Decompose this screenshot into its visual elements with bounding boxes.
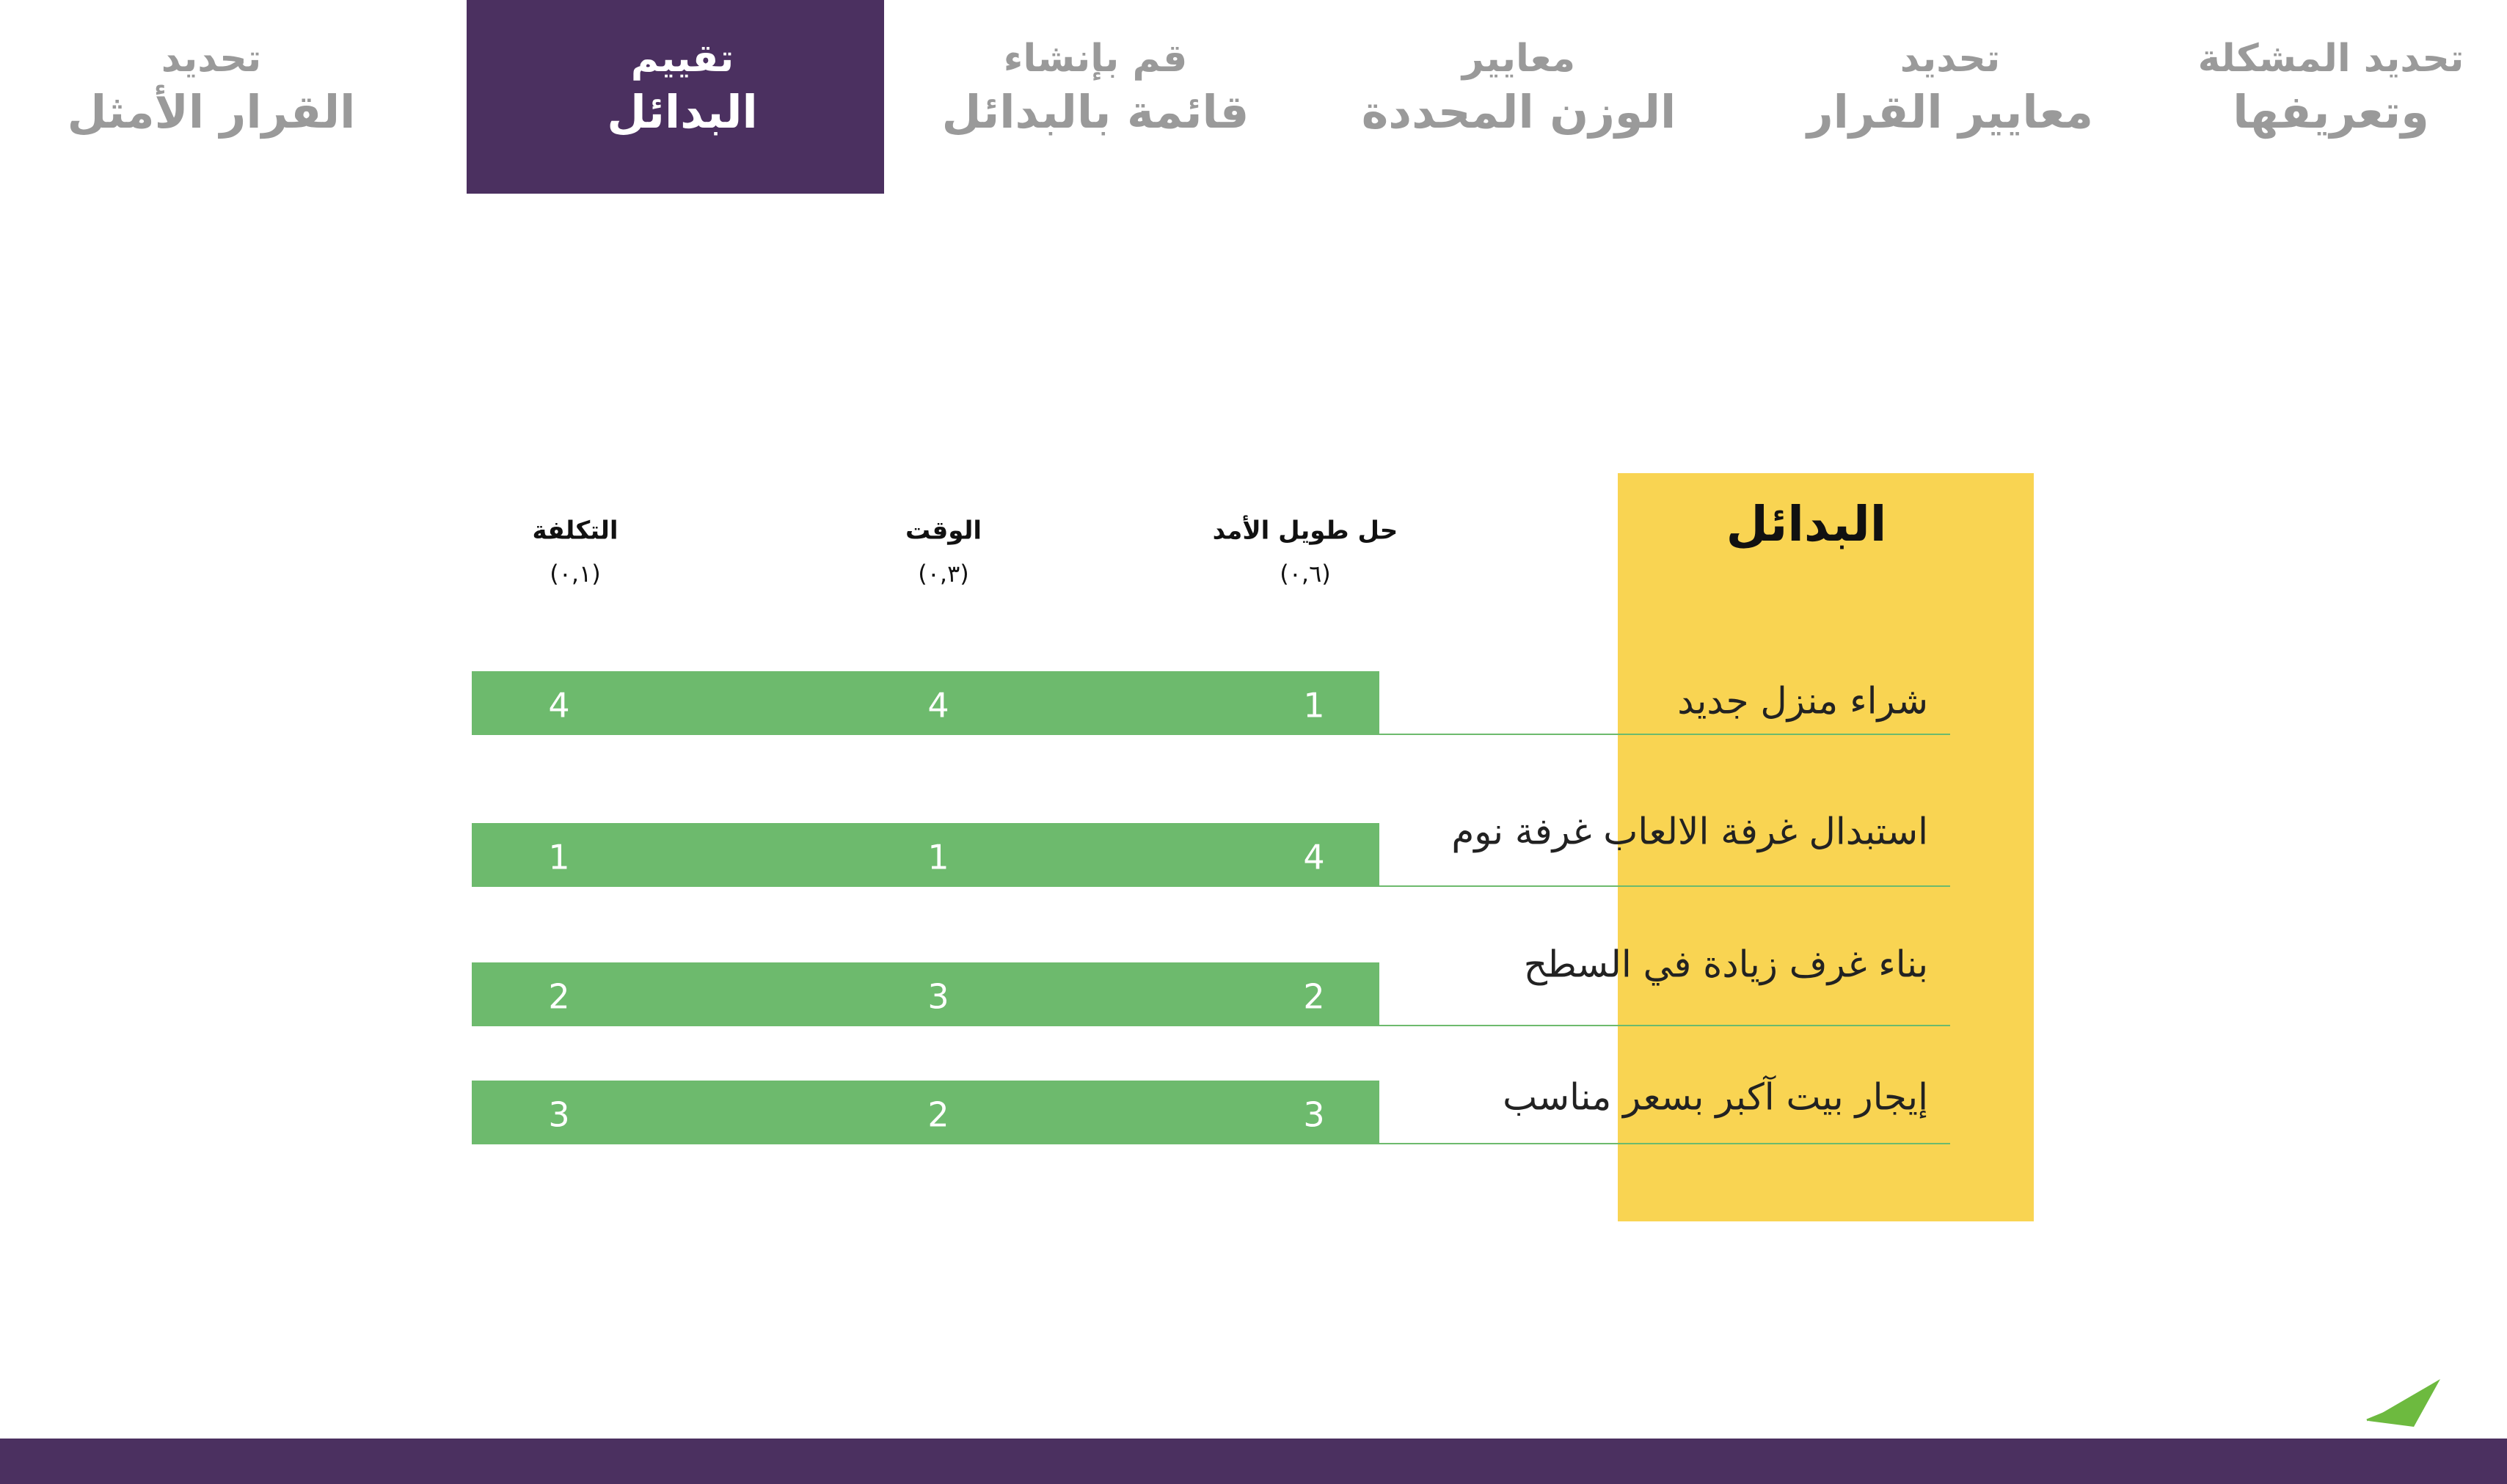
score: 3	[548, 1095, 569, 1135]
score: 4	[548, 686, 569, 725]
score: 2	[927, 1095, 949, 1135]
alternatives-column	[1618, 473, 2034, 1221]
nav-step-label: معايير القرار	[1805, 85, 2093, 139]
column-weight: (٠,١)	[550, 560, 601, 588]
logo-icon	[2368, 1379, 2440, 1427]
nav-step-label: القرار الأمثل	[67, 84, 356, 139]
score: 3	[1303, 1095, 1324, 1135]
footer-bar	[0, 1439, 2507, 1484]
nav-step-label: تقييم	[631, 37, 734, 81]
active-tab	[467, 0, 884, 194]
column-weight: (٠,٦)	[1280, 560, 1331, 588]
nav-step-label: معايير	[1460, 37, 1575, 81]
nav-step-label: قائمة بالبدائل	[942, 85, 1249, 139]
column-weight: (٠,٣)	[918, 560, 969, 588]
score: 1	[548, 838, 569, 877]
nav-step-label: تحديد	[1900, 37, 2001, 81]
score: 4	[1303, 838, 1324, 877]
column-name: حل طويل الأمد	[1213, 515, 1398, 546]
alternative-name: بناء غرف زيادة في السطح	[1524, 943, 1928, 987]
score-bar	[472, 1081, 1379, 1144]
nav-step-label: قم بإنشاء	[1004, 37, 1188, 81]
score: 1	[1303, 686, 1324, 725]
nav-step-label: الوزن المحددة	[1362, 85, 1676, 139]
score: 4	[927, 686, 949, 725]
table-title: البدائل	[1726, 496, 1887, 552]
column-name: التكلفة	[532, 516, 618, 546]
score-bar	[472, 671, 1379, 735]
nav-step-label: البدائل	[607, 85, 758, 139]
score: 2	[1303, 977, 1324, 1017]
score: 2	[548, 977, 569, 1017]
score: 1	[927, 838, 949, 877]
alternative-name: استبدال غرفة الالعاب غرفة نوم	[1451, 811, 1928, 853]
column-name: الوقت	[905, 516, 982, 546]
nav-step-label: وتعريفها	[2233, 85, 2429, 139]
alternative-name: شراء منزل جديد	[1677, 680, 1928, 723]
score-bar	[472, 962, 1379, 1026]
score-bar	[472, 823, 1379, 887]
logo-stroke	[2366, 1406, 2400, 1422]
alternative-name: إيجار بيت آكبر بسعر مناسب	[1503, 1075, 1928, 1119]
score: 3	[927, 977, 949, 1017]
nav-step-label: تحديد المشكلة	[2198, 37, 2464, 81]
nav-step-label: تحديد	[161, 37, 262, 81]
